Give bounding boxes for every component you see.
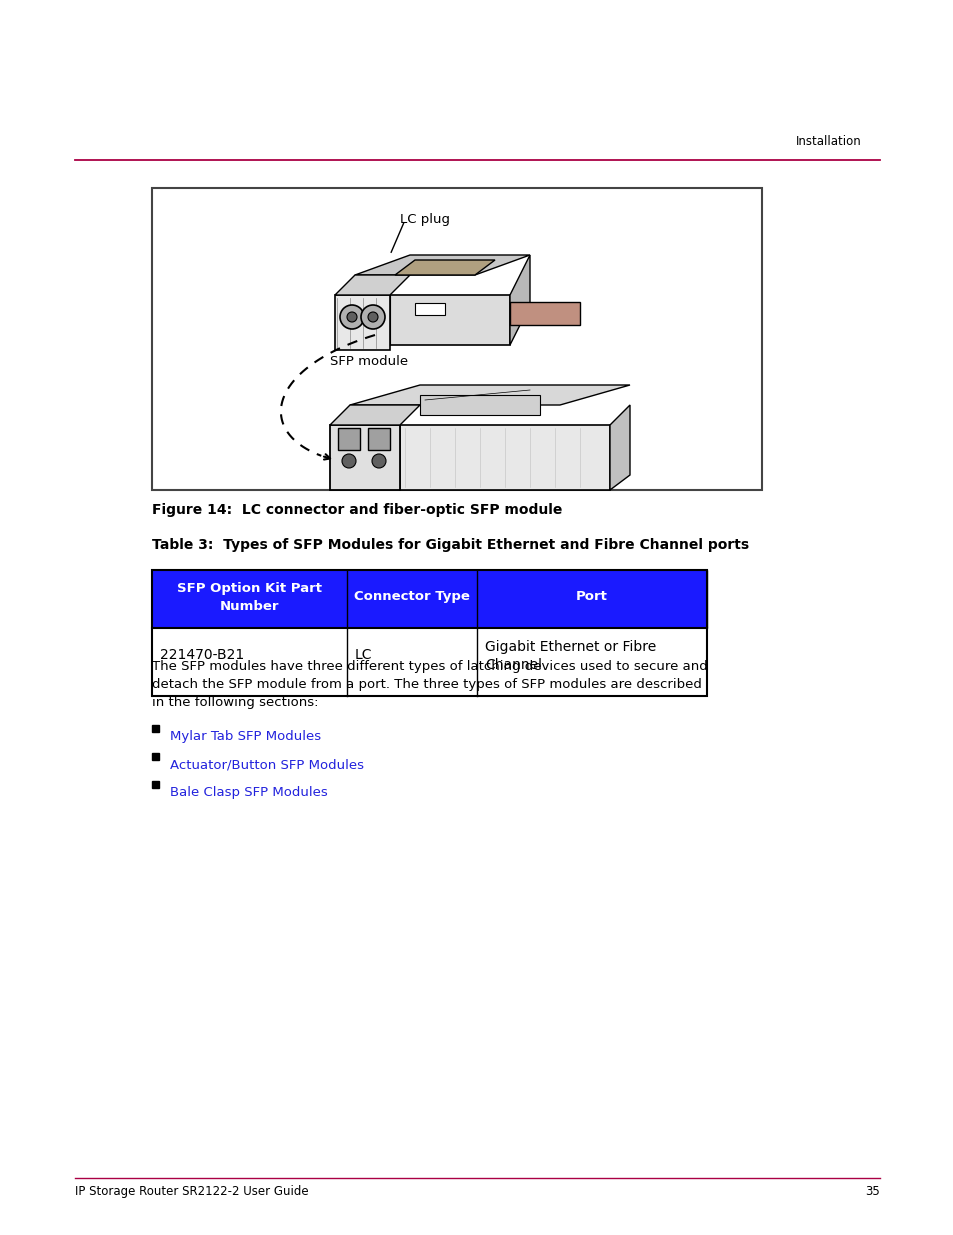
Bar <box>152 781 159 788</box>
Text: Connector Type: Connector Type <box>354 590 470 603</box>
Bar <box>152 571 706 629</box>
Polygon shape <box>335 295 390 350</box>
Bar <box>415 303 444 315</box>
Polygon shape <box>355 254 530 275</box>
Bar <box>476 571 706 629</box>
Text: Port: Port <box>576 590 607 603</box>
Text: in the following sections:: in the following sections: <box>152 697 318 709</box>
Text: Table 3:  Types of SFP Modules for Gigabit Ethernet and Fibre Channel ports: Table 3: Types of SFP Modules for Gigabi… <box>152 538 748 552</box>
Bar <box>152 188 761 490</box>
Text: LC: LC <box>355 648 372 662</box>
Text: Channel: Channel <box>484 658 541 672</box>
Bar <box>337 429 359 450</box>
Polygon shape <box>609 405 629 490</box>
Circle shape <box>372 454 386 468</box>
Bar <box>152 571 347 629</box>
Bar <box>152 571 706 697</box>
Bar <box>347 571 476 629</box>
Text: Actuator/Button SFP Modules: Actuator/Button SFP Modules <box>170 758 364 771</box>
Circle shape <box>368 312 377 322</box>
Bar <box>152 629 706 697</box>
Bar <box>419 395 539 415</box>
Circle shape <box>339 305 364 329</box>
Bar <box>368 429 390 450</box>
Text: Figure 14:  LC connector and fiber-optic SFP module: Figure 14: LC connector and fiber-optic … <box>152 503 561 517</box>
Circle shape <box>341 454 355 468</box>
Text: Installation: Installation <box>796 135 862 148</box>
Text: SFP module: SFP module <box>330 354 408 368</box>
Polygon shape <box>330 425 399 490</box>
Bar <box>152 753 159 760</box>
Text: SFP Option Kit Part: SFP Option Kit Part <box>177 582 322 595</box>
Bar <box>152 725 159 732</box>
Text: Mylar Tab SFP Modules: Mylar Tab SFP Modules <box>170 730 321 743</box>
Polygon shape <box>350 385 629 405</box>
Polygon shape <box>399 425 609 490</box>
Text: LC plug: LC plug <box>399 212 450 226</box>
Polygon shape <box>330 405 419 425</box>
Polygon shape <box>335 275 410 295</box>
Text: Number: Number <box>219 600 279 613</box>
Circle shape <box>360 305 385 329</box>
Polygon shape <box>390 295 510 345</box>
Text: 221470-B21: 221470-B21 <box>160 648 244 662</box>
Text: detach the SFP module from a port. The three types of SFP modules are described: detach the SFP module from a port. The t… <box>152 678 701 692</box>
Text: 35: 35 <box>864 1186 879 1198</box>
Text: Bale Clasp SFP Modules: Bale Clasp SFP Modules <box>170 785 328 799</box>
Polygon shape <box>510 254 530 345</box>
Text: The SFP modules have three different types of latching devices used to secure an: The SFP modules have three different typ… <box>152 659 707 673</box>
Polygon shape <box>395 261 495 275</box>
Polygon shape <box>510 303 579 325</box>
Circle shape <box>347 312 356 322</box>
Text: Gigabit Ethernet or Fibre: Gigabit Ethernet or Fibre <box>484 640 656 655</box>
Text: IP Storage Router SR2122-2 User Guide: IP Storage Router SR2122-2 User Guide <box>75 1186 309 1198</box>
